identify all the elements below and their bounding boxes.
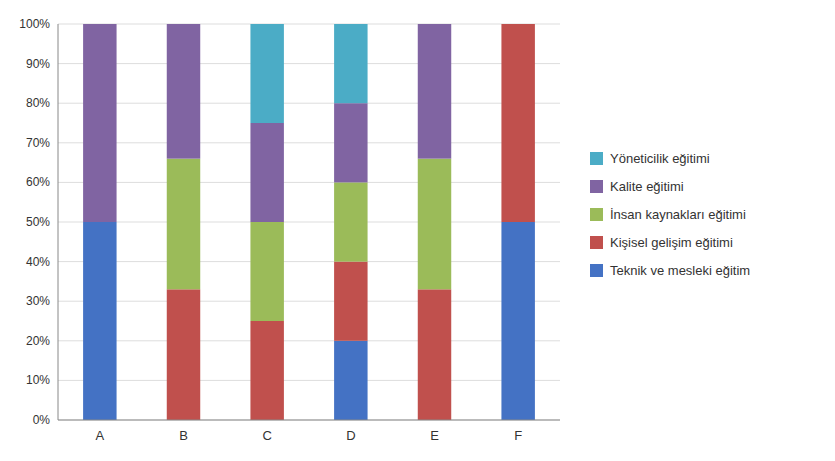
x-tick-label: E: [430, 428, 439, 443]
x-tick-label: C: [262, 428, 271, 443]
y-tick-label: 20%: [26, 334, 50, 348]
bar-segment: [250, 24, 283, 123]
grid-line: [58, 261, 560, 262]
bar-segment: [167, 159, 200, 290]
bar-segment: [501, 24, 534, 25]
bar-segment: [418, 289, 451, 420]
legend-label: İnsan kaynakları eğitimi: [610, 207, 746, 222]
y-tick-label: 40%: [26, 255, 50, 269]
series: [167, 159, 451, 321]
bar-segment: [334, 103, 367, 182]
grid-line: [58, 103, 560, 104]
x-tick-label: F: [514, 428, 522, 443]
bar-segment: [418, 159, 451, 290]
bar-segment: [167, 24, 200, 25]
y-tick-label: 80%: [26, 96, 50, 110]
bar-segment: [418, 24, 451, 159]
legend-swatch: [590, 236, 603, 249]
grid: [58, 24, 560, 420]
bar-segment: [167, 24, 200, 159]
legend-label: Teknik ve mesleki eğitim: [610, 263, 750, 278]
bar-segment: [334, 24, 367, 103]
legend-label: Kalite eğitimi: [610, 179, 684, 194]
bar-segment: [501, 24, 534, 25]
legend-swatch: [590, 152, 603, 165]
bar-segment: [501, 222, 534, 420]
series: [167, 24, 535, 420]
legend-swatch: [590, 264, 603, 277]
y-tick-label: 10%: [26, 373, 50, 387]
grid-line: [58, 380, 560, 381]
y-tick-label: 100%: [19, 17, 50, 31]
bar-segment: [334, 262, 367, 341]
grid-line: [58, 340, 560, 341]
bar-segment: [334, 341, 367, 420]
bar-segment: [83, 222, 116, 420]
legend-label: Yöneticilik eğitimi: [610, 151, 710, 166]
legend: Yöneticilik eğitimi Kalite eğitimi İnsan k…: [590, 151, 750, 278]
series: [83, 222, 535, 420]
bar-segment: [83, 24, 116, 25]
bar-segment: [250, 123, 283, 222]
x-axis-line: [58, 420, 560, 421]
y-tick-label: 50%: [26, 215, 50, 229]
y-tick-label: 30%: [26, 294, 50, 308]
bar-segment: [250, 321, 283, 420]
x-tick-label: D: [346, 428, 355, 443]
y-axis: 0% 10% 20% 30% 40% 50% 60% 70% 80% 90% 100%: [19, 17, 50, 427]
y-tick-label: 0%: [33, 413, 51, 427]
grid-line: [58, 420, 560, 421]
y-axis-line: [58, 24, 59, 420]
bar-segment: [83, 24, 116, 222]
y-tick-label: 90%: [26, 57, 50, 71]
bar-segment: [250, 222, 283, 321]
legend-label: Kişisel gelişim eğitimi: [610, 235, 733, 250]
x-tick-label: A: [95, 428, 104, 443]
grid-line: [58, 24, 560, 25]
bar-segment: [501, 24, 534, 25]
y-tick-label: 70%: [26, 136, 50, 150]
x-tick-label: B: [179, 428, 188, 443]
grid-line: [58, 301, 560, 302]
grid-line: [58, 182, 560, 183]
y-tick-label: 60%: [26, 175, 50, 189]
series: [83, 24, 451, 222]
grid-line: [58, 222, 560, 223]
x-axis: A B C D E F: [95, 428, 522, 443]
grid-line: [58, 63, 560, 64]
bar-segment: [167, 289, 200, 420]
bar-segment: [418, 24, 451, 25]
series: [250, 24, 367, 123]
chart: 0% 10% 20% 30% 40% 50% 60% 70% 80% 90% 100% A B C D E F Y…: [0, 0, 835, 461]
bar-segment: [501, 24, 534, 222]
grid-line: [58, 142, 560, 143]
legend-swatch: [590, 208, 603, 221]
bar-segment: [334, 182, 367, 261]
legend-swatch: [590, 180, 603, 193]
bars: [83, 24, 535, 420]
